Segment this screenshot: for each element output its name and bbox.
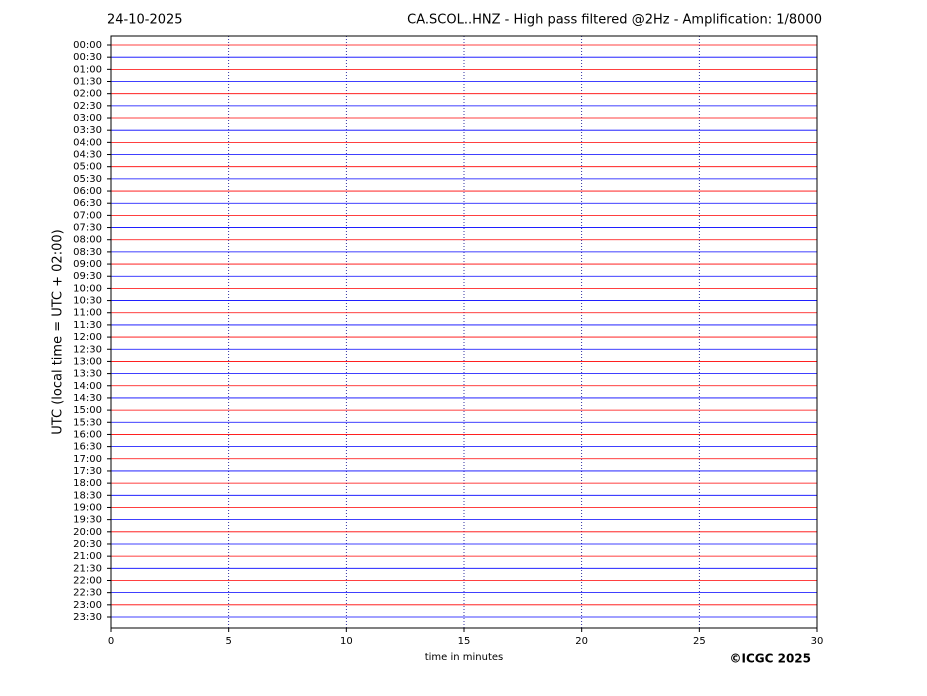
y-tick-label: 18:30 (73, 490, 102, 501)
y-tick-label: 14:00 (73, 381, 102, 392)
y-tick-label: 08:00 (73, 235, 102, 246)
y-tick-label: 08:30 (73, 247, 102, 258)
y-tick-label: 21:00 (73, 551, 102, 562)
y-tick-label: 19:30 (73, 515, 102, 526)
y-tick-label: 20:00 (73, 527, 102, 538)
y-tick-label: 02:00 (73, 89, 102, 100)
date: 24-10-2025 (107, 13, 183, 28)
y-tick-label: 01:00 (73, 64, 102, 75)
chart-title: CA.SCOL..HNZ - High pass filtered @2Hz -… (407, 13, 822, 28)
y-tick-label: 18:00 (73, 478, 102, 489)
y-tick-label: 03:30 (73, 125, 102, 136)
y-tick-label: 12:30 (73, 344, 102, 355)
x-axis-label: time in minutes (425, 652, 504, 663)
y-tick-label: 00:00 (73, 40, 102, 51)
y-tick-label: 14:30 (73, 393, 102, 404)
y-tick-label: 10:30 (73, 296, 102, 307)
y-tick-label: 05:00 (73, 162, 102, 173)
y-tick-label: 00:30 (73, 52, 102, 63)
y-tick-label: 13:30 (73, 369, 102, 380)
y-axis-label: UTC (local time = UTC + 02:00) (51, 229, 66, 434)
y-tick-label: 06:00 (73, 186, 102, 197)
y-tick-label: 16:00 (73, 429, 102, 440)
x-tick-label: 15 (458, 636, 471, 647)
y-tick-label: 01:30 (73, 77, 102, 88)
y-tick-label: 23:30 (73, 612, 102, 623)
y-tick-label: 09:00 (73, 259, 102, 270)
y-tick-label: 17:30 (73, 466, 102, 477)
y-tick-label: 07:00 (73, 210, 102, 221)
y-tick-label: 15:00 (73, 405, 102, 416)
x-tick-label: 5 (225, 636, 231, 647)
y-tick-label: 06:30 (73, 198, 102, 209)
x-tick-label: 0 (108, 636, 114, 647)
y-tick-label: 20:30 (73, 539, 102, 550)
y-tick-label: 11:30 (73, 320, 102, 331)
y-tick-label: 22:00 (73, 575, 102, 586)
y-tick-label: 02:30 (73, 101, 102, 112)
x-tick-label: 25 (693, 636, 706, 647)
y-tick-label: 13:00 (73, 356, 102, 367)
y-tick-label: 04:00 (73, 137, 102, 148)
y-tick-label: 07:30 (73, 223, 102, 234)
y-tick-label: 21:30 (73, 563, 102, 574)
credit: ©ICGC 2025 (729, 652, 811, 666)
y-tick-label: 19:00 (73, 502, 102, 513)
plot-frame (110, 35, 818, 629)
y-tick-label: 12:00 (73, 332, 102, 343)
x-tick-label: 30 (811, 636, 824, 647)
y-tick-label: 16:30 (73, 442, 102, 453)
y-tick-label: 05:30 (73, 174, 102, 185)
y-tick-label: 09:30 (73, 271, 102, 282)
y-tick-label: 04:30 (73, 150, 102, 161)
y-tick-label: 17:00 (73, 454, 102, 465)
y-tick-label: 22:30 (73, 588, 102, 599)
y-tick-label: 10:00 (73, 283, 102, 294)
y-tick-label: 15:30 (73, 417, 102, 428)
y-tick-label: 11:00 (73, 308, 102, 319)
y-tick-label: 03:00 (73, 113, 102, 124)
x-tick-label: 20 (575, 636, 588, 647)
y-tick-label: 23:00 (73, 600, 102, 611)
x-tick-label: 10 (340, 636, 353, 647)
